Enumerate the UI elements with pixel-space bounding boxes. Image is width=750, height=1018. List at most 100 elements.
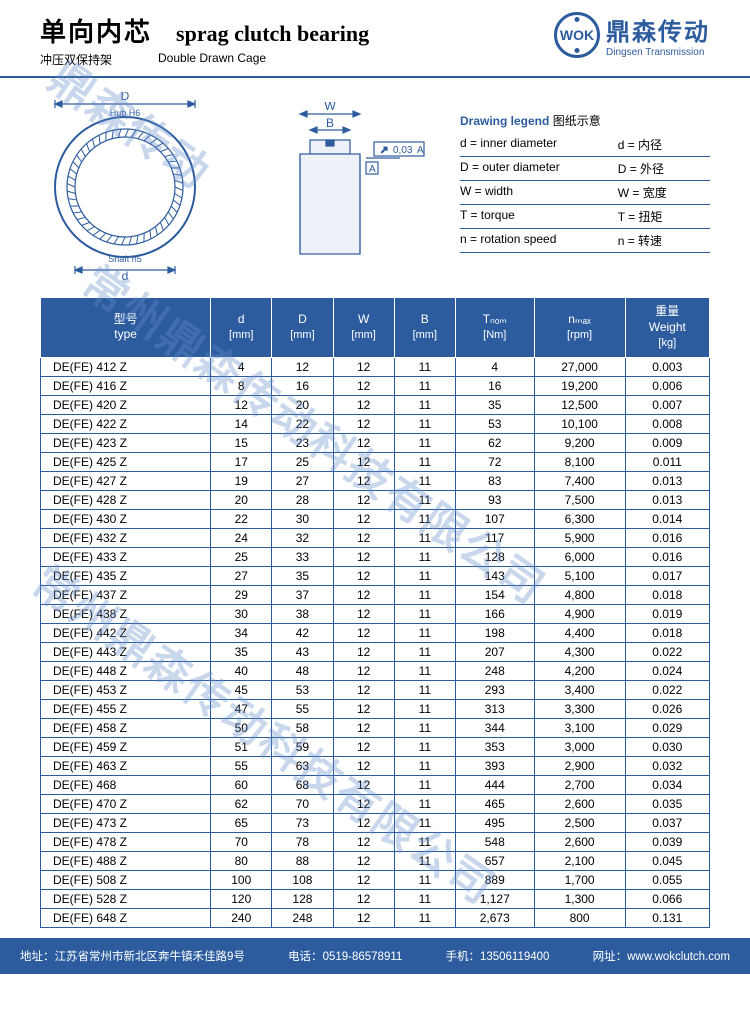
table-cell: 0.022: [625, 680, 709, 699]
legend-cn: d = 内径: [618, 136, 710, 153]
table-cell: 12,500: [534, 395, 625, 414]
table-cell: 25: [272, 452, 333, 471]
table-cell: 23: [272, 433, 333, 452]
table-row: DE(FE) 648 Z24024812112,6738000.131: [41, 908, 710, 927]
table-cell: 11: [394, 585, 455, 604]
legend-en: T = torque: [460, 208, 608, 225]
table-cell: 25: [211, 547, 272, 566]
table-cell: DE(FE) 423 Z: [41, 433, 211, 452]
table-cell: 12: [333, 718, 394, 737]
table-cell: 15: [211, 433, 272, 452]
table-cell: DE(FE) 458 Z: [41, 718, 211, 737]
table-cell: 107: [455, 509, 534, 528]
table-cell: 11: [394, 908, 455, 927]
table-row: DE(FE) 463 Z556312113932,9000.032: [41, 756, 710, 775]
tel-val: 0519-86578911: [323, 951, 403, 963]
table-cell: DE(FE) 455 Z: [41, 699, 211, 718]
table-cell: 2,500: [534, 813, 625, 832]
table-cell: 50: [211, 718, 272, 737]
logo-wok-text: WOK: [560, 27, 594, 43]
table-cell: 11: [394, 509, 455, 528]
label-tol-A: A: [417, 145, 424, 156]
table-cell: 11: [394, 395, 455, 414]
table-cell: 0.016: [625, 547, 709, 566]
table-cell: 108: [272, 870, 333, 889]
circle-diagram: D Hub H6 Shaft h5 d: [40, 92, 210, 287]
subtitle-cn: 冲压双保持架: [40, 51, 112, 68]
table-cell: 4,300: [534, 642, 625, 661]
table-cell: 62: [455, 433, 534, 452]
table-cell: 495: [455, 813, 534, 832]
table-cell: 1,300: [534, 889, 625, 908]
table-cell: 0.030: [625, 737, 709, 756]
table-cell: 12: [333, 623, 394, 642]
table-cell: 11: [394, 414, 455, 433]
table-cell: 27: [272, 471, 333, 490]
table-cell: 62: [211, 794, 272, 813]
table-cell: 0.013: [625, 471, 709, 490]
table-cell: 344: [455, 718, 534, 737]
table-cell: 28: [272, 490, 333, 509]
table-row: DE(FE) 473 Z657312114952,5000.037: [41, 813, 710, 832]
table-cell: 5,900: [534, 528, 625, 547]
table-cell: 30: [272, 509, 333, 528]
table-cell: 353: [455, 737, 534, 756]
table-cell: DE(FE) 463 Z: [41, 756, 211, 775]
table-cell: 0.011: [625, 452, 709, 471]
legend-title-cn: 图纸示意: [553, 114, 601, 128]
table-row: DE(FE) 478 Z707812115482,6000.039: [41, 832, 710, 851]
table-cell: 12: [333, 509, 394, 528]
footer-web: 网址：www.wokclutch.com: [593, 948, 730, 964]
table-cell: 4: [211, 357, 272, 376]
table-cell: 1,700: [534, 870, 625, 889]
table-cell: 2,900: [534, 756, 625, 775]
table-cell: 548: [455, 832, 534, 851]
table-cell: 11: [394, 357, 455, 376]
table-cell: 0.024: [625, 661, 709, 680]
table-header-cell: d[mm]: [211, 298, 272, 358]
subtitle-en: Double Drawn Cage: [158, 51, 266, 68]
table-cell: 47: [211, 699, 272, 718]
table-row: DE(FE) 412 Z4121211427,0000.003: [41, 357, 710, 376]
table-cell: 11: [394, 680, 455, 699]
table-cell: 12: [333, 661, 394, 680]
table-cell: 889: [455, 870, 534, 889]
addr-label: 地址：: [20, 951, 55, 963]
table-cell: 16: [455, 376, 534, 395]
table-cell: 70: [211, 832, 272, 851]
table-row: DE(FE) 448 Z404812112484,2000.024: [41, 661, 710, 680]
table-cell: 12: [333, 547, 394, 566]
table-cell: 0.009: [625, 433, 709, 452]
table-cell: DE(FE) 437 Z: [41, 585, 211, 604]
table-cell: 0.018: [625, 585, 709, 604]
table-cell: 11: [394, 889, 455, 908]
table-cell: 53: [455, 414, 534, 433]
table-row: DE(FE) 453 Z455312112933,4000.022: [41, 680, 710, 699]
legend-en: d = inner diameter: [460, 136, 608, 153]
table-cell: 27: [211, 566, 272, 585]
legend-row: n = rotation speedn = 转速: [460, 229, 710, 253]
footer-tel: 电话：0519-86578911: [288, 948, 402, 964]
table-cell: DE(FE) 453 Z: [41, 680, 211, 699]
table-cell: 58: [272, 718, 333, 737]
table-cell: 0.035: [625, 794, 709, 813]
table-cell: DE(FE) 427 Z: [41, 471, 211, 490]
table-cell: 12: [333, 357, 394, 376]
table-cell: 24: [211, 528, 272, 547]
table-cell: DE(FE) 488 Z: [41, 851, 211, 870]
table-cell: 48: [272, 661, 333, 680]
table-cell: 34: [211, 623, 272, 642]
table-cell: 0.026: [625, 699, 709, 718]
table-cell: 51: [211, 737, 272, 756]
legend-row: W = widthW = 宽度: [460, 181, 710, 205]
table-cell: 4,900: [534, 604, 625, 623]
table-cell: 117: [455, 528, 534, 547]
table-cell: 11: [394, 566, 455, 585]
table-header-cell: B[mm]: [394, 298, 455, 358]
table-cell: 248: [455, 661, 534, 680]
mob-val: 13506119400: [480, 951, 550, 963]
table-cell: 14: [211, 414, 272, 433]
table-cell: 12: [333, 433, 394, 452]
table-cell: 12: [333, 699, 394, 718]
footer-mobile: 手机：13506119400: [445, 948, 549, 964]
